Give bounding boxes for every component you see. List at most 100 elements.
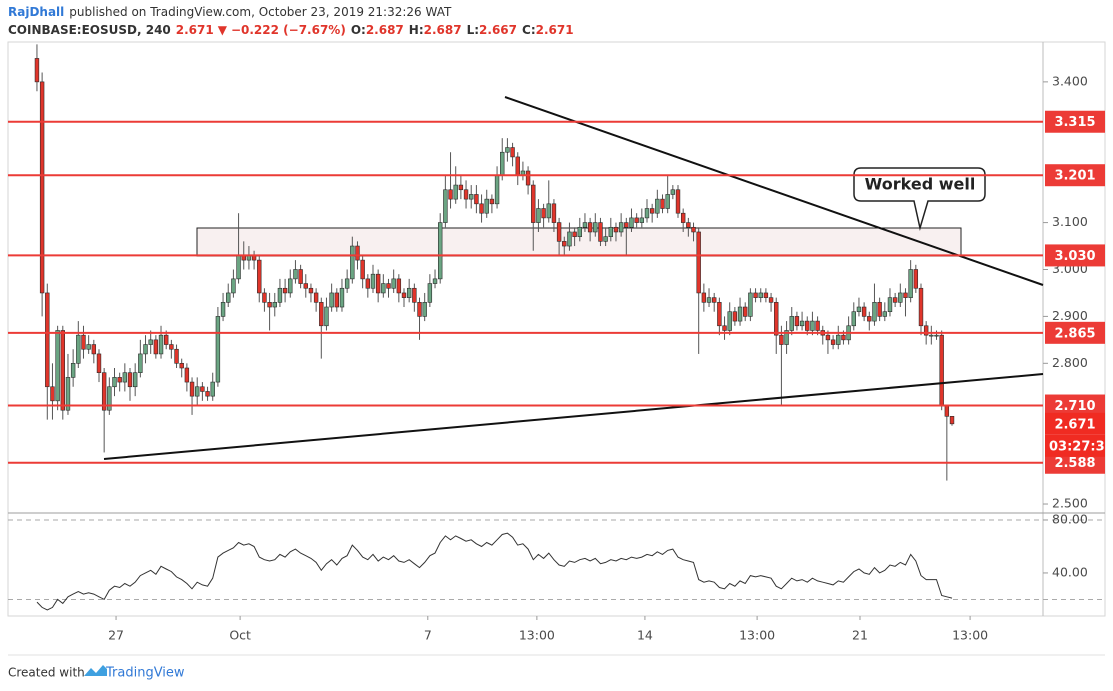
candle-body (805, 320, 810, 331)
candle-body (458, 184, 464, 191)
candle-body (722, 325, 727, 331)
candle-body (195, 386, 200, 397)
candle-body (903, 292, 908, 298)
candle-body (132, 372, 138, 388)
candle-body (112, 377, 117, 388)
candle-body (572, 231, 577, 237)
x-tick-label: 14 (637, 628, 653, 643)
candle-body (753, 292, 758, 298)
candle-body (727, 311, 732, 331)
candle-body (205, 391, 210, 397)
candle-body (670, 189, 676, 195)
candle-body (324, 306, 329, 327)
candle-body (350, 245, 355, 280)
candle-body (536, 208, 541, 223)
level-tag (1045, 164, 1105, 187)
candle-body (944, 405, 950, 417)
candle-body (665, 194, 670, 209)
candle-body (381, 283, 386, 294)
candle-body (427, 283, 433, 303)
candle-body (794, 316, 800, 327)
candle-body (174, 348, 179, 364)
candle-body (277, 287, 283, 303)
brand-logo (84, 665, 107, 676)
candle-body (158, 334, 164, 355)
candle-body (236, 255, 241, 280)
change: −0.222 (−7.67%) (231, 23, 346, 37)
candle-body (706, 297, 712, 303)
candle-body (319, 302, 324, 327)
x-tick-label: 7 (424, 628, 432, 643)
x-tick-label: 13:00 (519, 628, 555, 643)
candle-body (282, 287, 288, 294)
rsi-line (36, 532, 953, 611)
candle-body (551, 203, 557, 223)
candle-body (510, 147, 515, 158)
y-tick-label: 40.00 (1052, 564, 1088, 579)
symbol: COINBASE:EOSUSD, 240 (8, 23, 171, 37)
y-tick-label: 3.400 (1052, 73, 1088, 88)
candle-body (525, 170, 531, 186)
candle-body (81, 334, 86, 350)
level-label: 3.030 (1054, 249, 1095, 264)
candle-body (732, 311, 738, 322)
candle-body (867, 316, 872, 322)
candle-body (406, 287, 412, 298)
candle-body (593, 222, 598, 233)
candle-body (629, 217, 634, 228)
candle-body (272, 302, 277, 308)
candle-body (582, 222, 588, 228)
candle-body (774, 302, 779, 336)
candle-body (815, 320, 820, 331)
candle-body (86, 344, 91, 350)
candle-body (923, 325, 929, 336)
candle-body (448, 189, 453, 200)
candle-body (515, 156, 520, 176)
candle-body (680, 212, 686, 223)
candle-body (505, 147, 510, 153)
axes: 3.4003.1003.0002.9002.8002.5003.3153.201… (108, 73, 1105, 643)
candle-body (541, 208, 546, 219)
level-label: 3.315 (1054, 115, 1095, 130)
level-label: 2.588 (1054, 456, 1095, 471)
candle-body (474, 194, 479, 205)
candle-body (344, 278, 350, 289)
candle-body (370, 273, 376, 289)
countdown: 03:27:3 (1049, 439, 1105, 454)
published: published on TradingView.com, October 23… (69, 5, 452, 19)
y-tick-label: 2.800 (1052, 355, 1088, 370)
candle-body (339, 287, 345, 308)
candle-body (91, 344, 97, 355)
candle-body (39, 81, 45, 294)
candle-body (257, 259, 262, 294)
candle-body (737, 306, 743, 322)
candle-body (618, 222, 624, 233)
candle-body (810, 320, 815, 331)
level-tag (1045, 451, 1105, 474)
candle-body (148, 339, 153, 345)
change-arrow: ▼ (218, 23, 228, 37)
level-label: 2.710 (1054, 399, 1095, 414)
candle-body (841, 334, 846, 341)
x-tick-label: Oct (229, 628, 251, 643)
candle-body (898, 292, 903, 303)
candle-body (469, 194, 474, 200)
candle-body (892, 297, 898, 303)
countdown-tag (1045, 434, 1105, 457)
candle-body (660, 198, 665, 209)
candle-body (101, 372, 107, 411)
ohlc-label: C: (522, 23, 536, 37)
x-tick-label: 13:00 (739, 628, 775, 643)
candle-body (55, 330, 60, 402)
candle-body (887, 297, 893, 313)
candle-body (939, 334, 944, 406)
candle-body (861, 306, 867, 317)
callout-text: Worked well (865, 175, 976, 194)
candle-body (877, 302, 882, 317)
candle-body (655, 198, 660, 214)
candle-body (929, 334, 934, 337)
candle-body (422, 302, 427, 317)
candle-body (748, 292, 753, 317)
candle-body (143, 344, 148, 355)
candle-body (691, 226, 696, 233)
